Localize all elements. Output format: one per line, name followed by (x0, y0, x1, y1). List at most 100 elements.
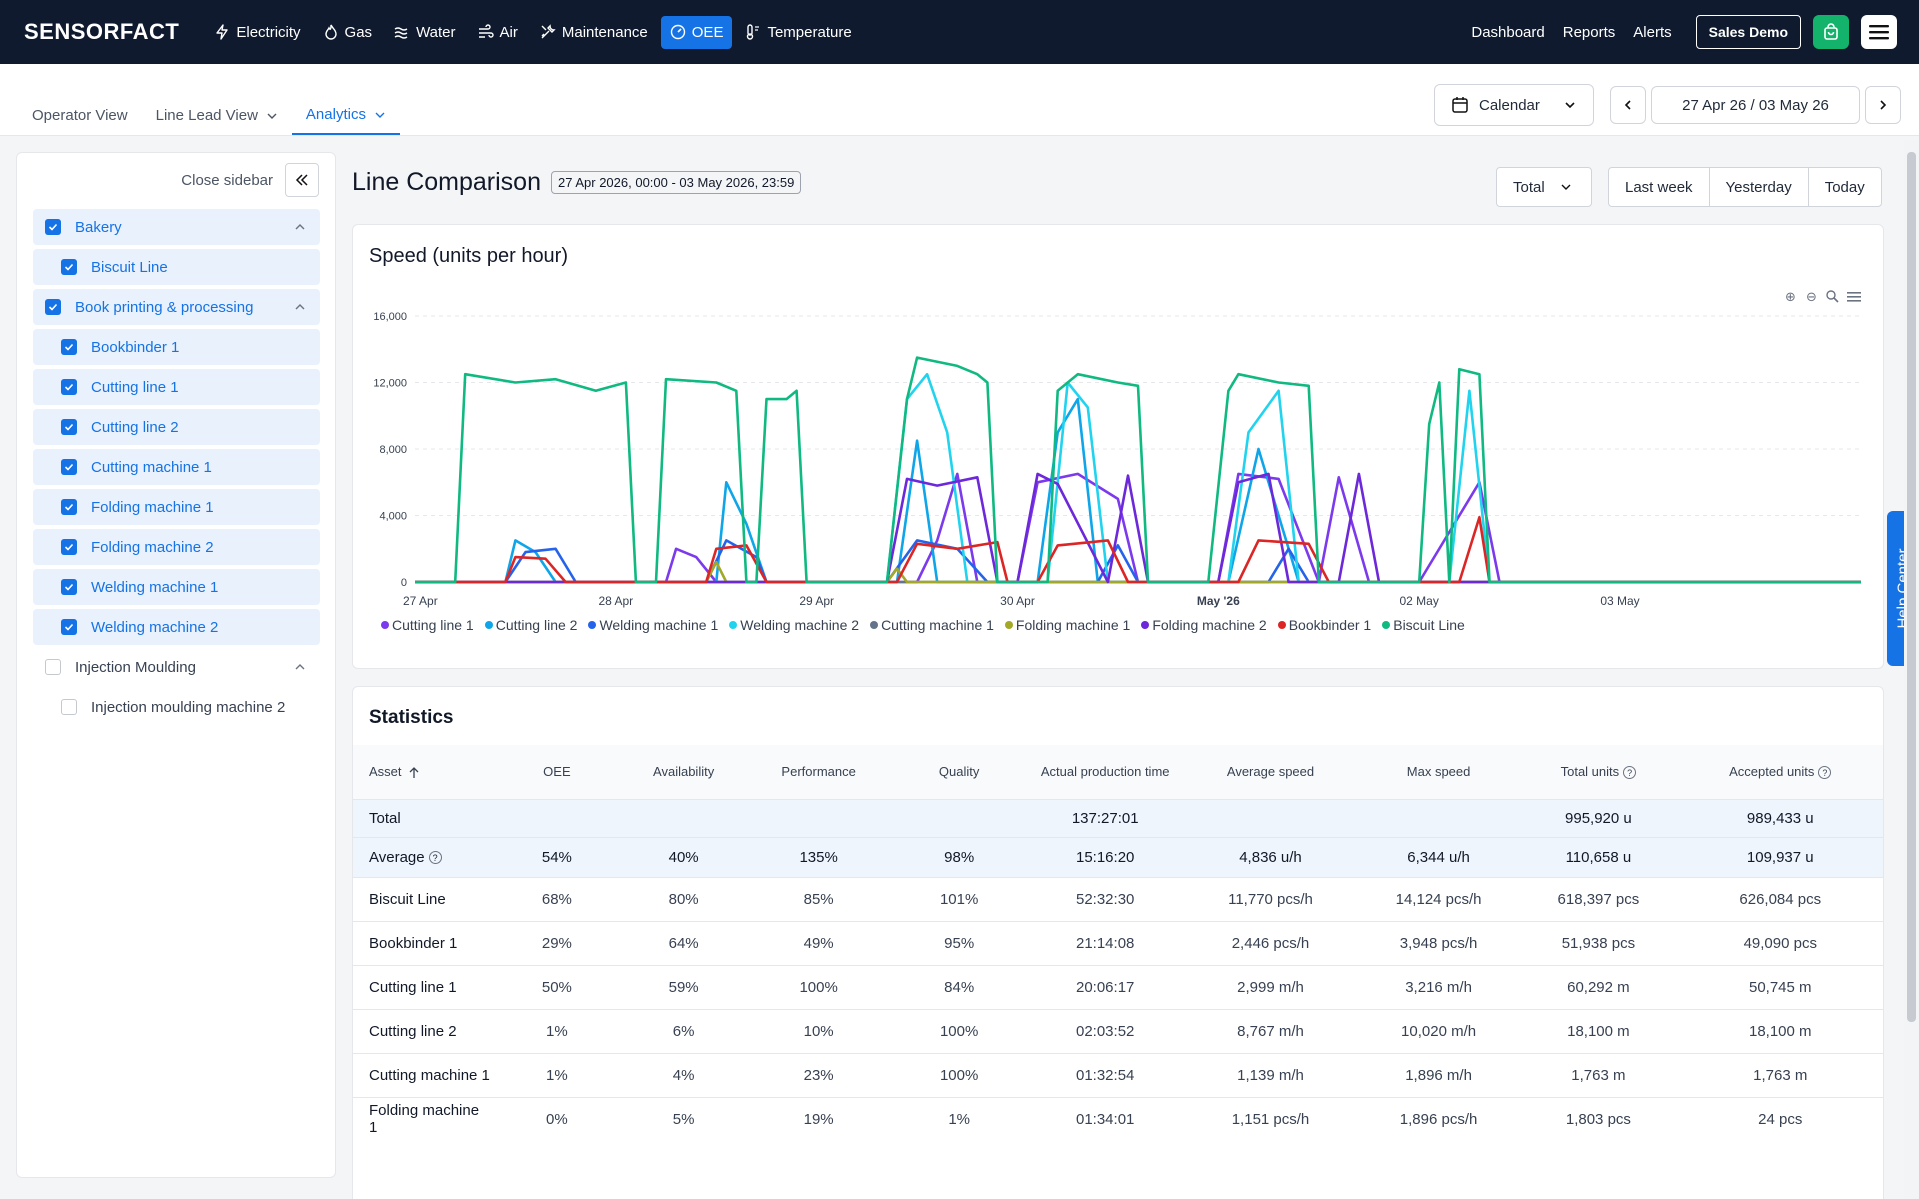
asset-item-welding-machine-1[interactable]: Welding machine 1 (33, 569, 320, 605)
aggregation-dropdown[interactable]: Total (1496, 167, 1592, 207)
asset-checkbox[interactable] (61, 459, 77, 475)
nav-temperature[interactable]: Temperature (736, 16, 860, 49)
asset-item-cutting-line-2[interactable]: Cutting line 2 (33, 409, 320, 445)
close-sidebar-label[interactable]: Close sidebar (181, 171, 273, 189)
series-line-welding-machine-2[interactable] (415, 372, 1861, 584)
series-line-welding-machine-1[interactable] (415, 539, 1861, 584)
yesterday-button[interactable]: Yesterday (1710, 168, 1809, 206)
hamburger-menu-button[interactable] (1861, 15, 1897, 49)
series-line-biscuit-line[interactable] (415, 356, 1861, 584)
asset-group-injection-moulding[interactable]: Injection Moulding (33, 649, 320, 685)
asset-checkbox[interactable] (61, 419, 77, 435)
sort-ascending-icon[interactable] (408, 766, 420, 779)
chevron-up-icon[interactable] (294, 661, 306, 673)
legend-item[interactable]: Cutting line 1 (381, 617, 474, 633)
series-line-bookbinder-1[interactable] (415, 515, 1861, 584)
column-header[interactable]: Actual production time (1025, 745, 1186, 799)
table-row[interactable]: Bookbinder 1 29% 64% 49% 95% 21:14:08 2,446 pc… (353, 920, 1883, 965)
chart-menu-icon[interactable] (1846, 289, 1861, 304)
asset-item-cutting-machine-1[interactable]: Cutting machine 1 (33, 449, 320, 485)
legend-item[interactable]: Cutting machine 1 (870, 617, 994, 633)
table-row[interactable]: Cutting line 1 50% 59% 100% 84% 20:06:17 2,999… (353, 964, 1883, 1009)
asset-checkbox[interactable] (61, 259, 77, 275)
help-icon[interactable]: ? (1818, 766, 1832, 780)
calendar-dropdown[interactable]: Calendar (1434, 84, 1594, 126)
asset-item-welding-machine-2[interactable]: Welding machine 2 (33, 609, 320, 645)
zoom-in-icon[interactable]: ⊕ (1785, 288, 1796, 304)
alerts-link[interactable]: Alerts (1633, 23, 1672, 41)
help-icon[interactable]: ? (428, 851, 442, 865)
asset-checkbox[interactable] (61, 579, 77, 595)
asset-checkbox[interactable] (45, 659, 61, 675)
nav-water[interactable]: Water (385, 16, 464, 49)
previous-period-button[interactable] (1610, 86, 1646, 124)
today-button[interactable]: Today (1824, 178, 1865, 196)
reports-link[interactable]: Reports (1562, 23, 1616, 41)
date-range-display[interactable]: 27 Apr 26 / 03 May 26 (1651, 86, 1860, 124)
column-header[interactable]: Accepted units? (1675, 745, 1883, 799)
close-sidebar-button[interactable] (285, 163, 319, 197)
legend-item[interactable]: Bookbinder 1 (1277, 617, 1371, 633)
sensorfact-logo[interactable]: SENSORFACT (24, 19, 180, 44)
legend-item[interactable]: Folding machine 1 (1004, 617, 1130, 633)
tab-analytics[interactable]: Analytics (291, 106, 400, 135)
asset-item-bookbinder-1[interactable]: Bookbinder 1 (33, 329, 320, 365)
table-row[interactable]: Cutting machine 1 1% 4% 23% 100% 01:32:54 1,13… (353, 1052, 1883, 1097)
column-header[interactable]: Quality (893, 745, 1026, 799)
magnifier-icon[interactable] (1825, 289, 1840, 304)
asset-group-bakery[interactable]: Bakery (33, 209, 320, 245)
column-header[interactable]: Average speed (1185, 745, 1356, 799)
tab-operator-view[interactable]: Operator View (18, 106, 142, 135)
column-header[interactable]: Availability (623, 745, 745, 799)
last-week-button[interactable]: Last week (1609, 168, 1710, 206)
asset-checkbox[interactable] (61, 699, 77, 715)
zoom-out-icon[interactable]: ⊖ (1806, 288, 1817, 304)
nav-electricity[interactable]: Electricity (205, 16, 309, 49)
asset-item-injection-moulding-machine-2[interactable]: Injection moulding machine 2 (33, 689, 320, 725)
asset-checkbox[interactable] (61, 499, 77, 515)
nav-maintenance[interactable]: Maintenance (531, 16, 657, 49)
legend-item[interactable]: Folding machine 2 (1141, 617, 1267, 633)
asset-checkbox[interactable] (61, 619, 77, 635)
asset-item-biscuit-line[interactable]: Biscuit Line (33, 249, 320, 285)
asset-group-book-printing-processing[interactable]: Book printing & processing (33, 289, 320, 325)
table-row[interactable]: Folding machine 1 0% 5% 19% 1% 01:34:01 1,151 … (353, 1096, 1883, 1141)
dashboard-link[interactable]: Dashboard (1471, 23, 1545, 41)
table-row[interactable]: Average? 54% 40% 135% 98% 15:16:20 4,836 u/h 6,… (353, 836, 1883, 877)
cart-button[interactable] (1813, 15, 1849, 49)
table-row[interactable]: Cutting line 2 1% 6% 10% 100% 02:03:52 8,767 m… (353, 1008, 1883, 1053)
next-period-button[interactable] (1865, 86, 1901, 124)
legend-item[interactable]: Welding machine 1 (588, 617, 718, 633)
scrollbar-thumb[interactable] (1907, 152, 1916, 1022)
help-icon[interactable]: ? (1623, 766, 1637, 780)
legend-item[interactable]: Biscuit Line (1382, 617, 1465, 633)
column-header[interactable]: OEE (490, 745, 624, 799)
shopping-bag-icon (1824, 23, 1838, 40)
asset-checkbox[interactable] (61, 539, 77, 555)
table-row[interactable]: Biscuit Line 68% 80% 85% 101% 52:32:30 11,770 … (353, 876, 1883, 921)
legend-item[interactable]: Welding machine 2 (729, 617, 859, 633)
column-header[interactable]: Performance (744, 745, 894, 799)
column-header[interactable]: Total units? (1521, 745, 1676, 799)
asset-checkbox[interactable] (45, 219, 61, 235)
nav-gas[interactable]: Gas (314, 16, 382, 49)
sales-demo-button[interactable]: Sales Demo (1695, 15, 1801, 49)
asset-item-folding-machine-2[interactable]: Folding machine 2 (33, 529, 320, 565)
asset-item-folding-machine-1[interactable]: Folding machine 1 (33, 489, 320, 525)
chevron-up-icon[interactable] (294, 221, 306, 233)
speed-line-chart[interactable]: 0 4,000 8,000 12,000 16,000 27 Apr 28 Apr 29 Ap… (353, 225, 1885, 615)
nav-label: Water (416, 23, 456, 41)
column-header[interactable]: Asset (353, 745, 491, 799)
nav-oee[interactable]: OEE (660, 15, 733, 49)
asset-checkbox[interactable] (45, 299, 61, 315)
asset-checkbox[interactable] (61, 379, 77, 395)
chevron-up-icon[interactable] (294, 301, 306, 313)
asset-item-cutting-line-1[interactable]: Cutting line 1 (33, 369, 320, 405)
nav-air[interactable]: Air (469, 16, 527, 49)
legend-item[interactable]: Cutting line 2 (484, 617, 577, 633)
asset-checkbox[interactable] (61, 339, 77, 355)
column-header[interactable]: Max speed (1355, 745, 1522, 799)
tab-line-lead-view[interactable]: Line Lead View (142, 106, 292, 135)
page-scrollbar[interactable] (1904, 140, 1919, 1199)
table-row[interactable]: Total 137:27:01 995,920 u 989,433 u (353, 798, 1883, 837)
